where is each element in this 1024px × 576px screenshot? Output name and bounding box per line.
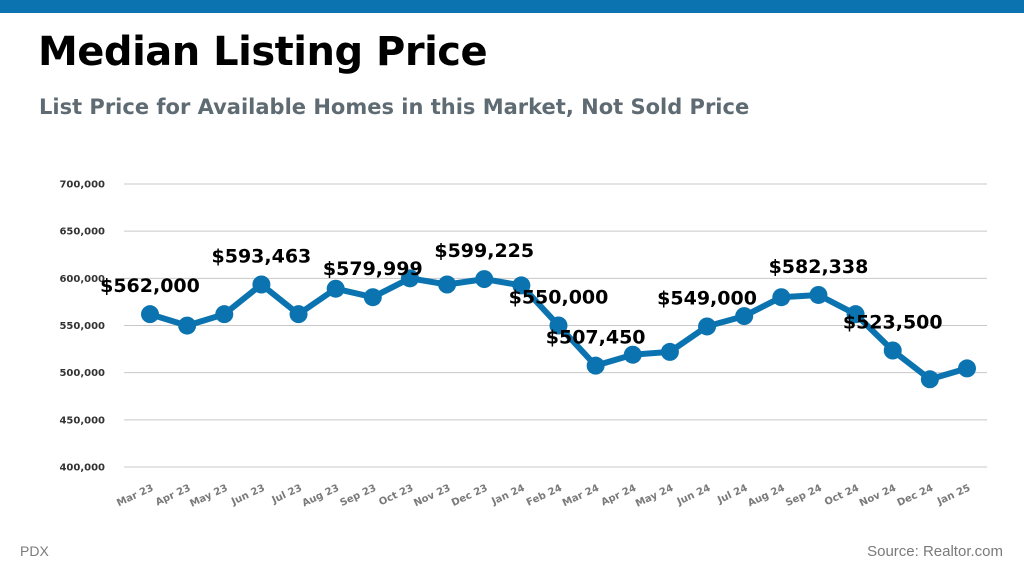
data-label: $582,338 (769, 256, 869, 278)
data-label: $549,000 (657, 287, 757, 309)
y-axis-tick-labels: 400,000 450,000 500,000 550,000 600,000 650,0… (59, 180, 105, 474)
data-point (475, 270, 494, 289)
x-tick-label: Dec 24 (896, 483, 935, 509)
data-labels: $562,000 $593,463 $579,999 $599,225 $550,000… (100, 240, 942, 349)
x-tick-label: Jul 23 (270, 483, 304, 507)
x-tick-label: Apr 24 (600, 483, 638, 509)
x-tick-label: Sep 23 (339, 483, 379, 509)
footer-source: Source: Realtor.com (867, 543, 1003, 560)
footer-region-label: PDX (20, 543, 49, 559)
x-tick-label: Mar 23 (115, 483, 155, 509)
data-point (772, 288, 791, 307)
y-tick-label: 400,000 (59, 463, 105, 474)
x-tick-label: Jun 23 (229, 483, 267, 508)
y-tick-label: 600,000 (59, 274, 105, 285)
data-point (958, 359, 976, 378)
x-tick-label: Jan 24 (489, 483, 526, 508)
y-tick-label: 550,000 (59, 321, 105, 332)
data-point (400, 269, 419, 288)
data-point (178, 316, 197, 335)
data-point (698, 317, 717, 336)
x-tick-label: Apr 23 (154, 483, 192, 509)
data-point (883, 341, 902, 360)
data-label: $523,500 (843, 311, 943, 333)
data-label: $507,450 (546, 327, 646, 349)
y-tick-label: 450,000 (59, 415, 105, 426)
x-tick-label: Jan 25 (935, 483, 972, 508)
data-point (363, 288, 382, 307)
data-point (809, 285, 828, 304)
y-tick-label: 650,000 (59, 227, 105, 238)
data-label: $550,000 (509, 287, 609, 309)
data-point (438, 275, 457, 294)
x-tick-label: Feb 24 (525, 483, 564, 509)
data-point (586, 356, 605, 375)
data-label: $593,463 (212, 245, 312, 267)
data-point (326, 279, 345, 298)
x-tick-label: Oct 23 (377, 483, 415, 508)
data-label: $579,999 (323, 258, 423, 280)
data-point (215, 305, 234, 324)
data-point (623, 345, 642, 364)
top-accent-bar (0, 0, 1024, 13)
x-tick-label: May 23 (188, 483, 229, 510)
data-point (141, 305, 159, 324)
page-title: Median Listing Price (38, 29, 488, 75)
y-tick-label: 700,000 (59, 180, 105, 191)
x-tick-label: Aug 23 (301, 483, 341, 510)
x-tick-label: May 24 (634, 483, 675, 510)
data-point (252, 275, 271, 294)
data-point (512, 276, 531, 295)
x-tick-label: Aug 24 (746, 483, 786, 510)
data-point (289, 305, 308, 324)
data-label: $562,000 (100, 275, 200, 297)
x-tick-label: Nov 24 (858, 483, 898, 510)
x-tick-label: Jun 24 (675, 483, 713, 508)
series-points (141, 269, 976, 389)
data-point (549, 316, 568, 335)
x-tick-label: Dec 23 (450, 483, 489, 509)
page-subtitle: List Price for Available Homes in this M… (39, 95, 750, 119)
x-tick-label: Jul 24 (715, 483, 749, 507)
data-label: $599,225 (434, 240, 534, 262)
x-tick-label: Nov 23 (412, 483, 452, 510)
y-tick-label: 500,000 (59, 368, 105, 379)
x-tick-label: Oct 24 (823, 483, 861, 508)
x-tick-label: Sep 24 (784, 483, 824, 509)
x-tick-label: Mar 24 (561, 483, 601, 509)
data-point (846, 305, 865, 324)
data-point (660, 342, 679, 361)
data-point (920, 370, 939, 389)
data-point (735, 307, 754, 326)
